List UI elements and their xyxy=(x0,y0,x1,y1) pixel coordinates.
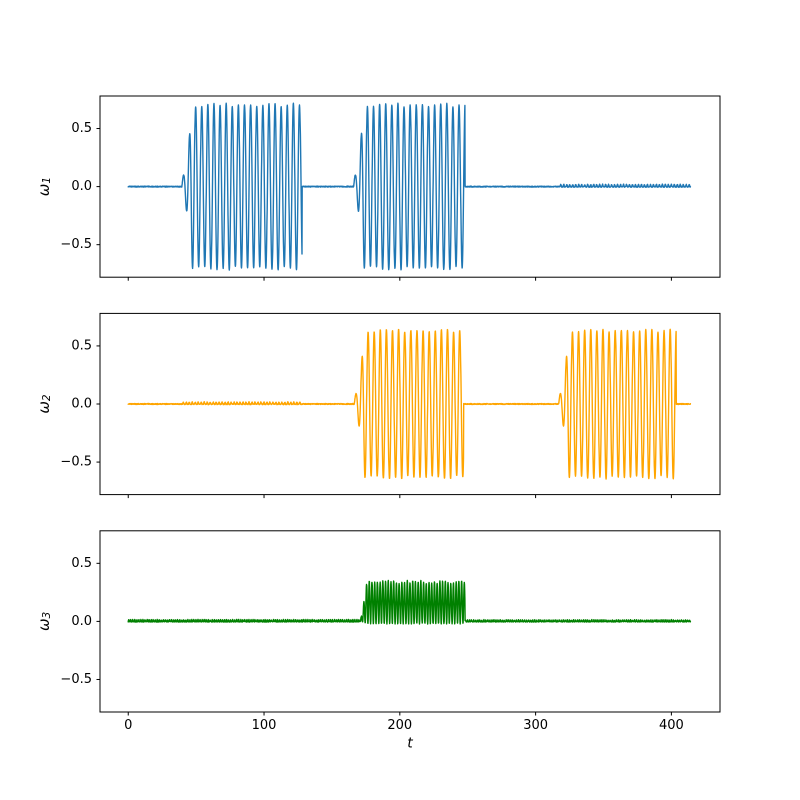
y-tick-label: 0.0 xyxy=(71,397,92,412)
x-tick-label: 100 xyxy=(252,718,277,733)
y-tick-label: −0.5 xyxy=(60,672,92,687)
y-axis-label-omega1: ω1 xyxy=(35,177,53,196)
y-tick-label: 0.5 xyxy=(71,338,92,353)
x-tick-label: 300 xyxy=(523,718,548,733)
y-tick-label: −0.5 xyxy=(60,237,92,252)
y-tick-label: −0.5 xyxy=(60,455,92,470)
y-tick-label: 0.0 xyxy=(71,179,92,194)
y-axis-label-omega3: ω3 xyxy=(35,612,53,631)
omega3-signal-curve xyxy=(127,579,692,625)
x-tick-label: 0 xyxy=(124,718,132,733)
x-tick-label: 400 xyxy=(659,718,684,733)
y-tick-label: 0.5 xyxy=(71,556,92,571)
x-tick-label: 200 xyxy=(387,718,412,733)
x-axis-label: t xyxy=(407,736,413,752)
y-tick-label: 0.0 xyxy=(71,614,92,629)
omega2-signal-curve xyxy=(127,328,692,480)
y-axis-label-omega2: ω2 xyxy=(35,394,53,414)
omega1-signal-curve xyxy=(127,102,692,271)
y-tick-label: 0.5 xyxy=(71,121,92,136)
